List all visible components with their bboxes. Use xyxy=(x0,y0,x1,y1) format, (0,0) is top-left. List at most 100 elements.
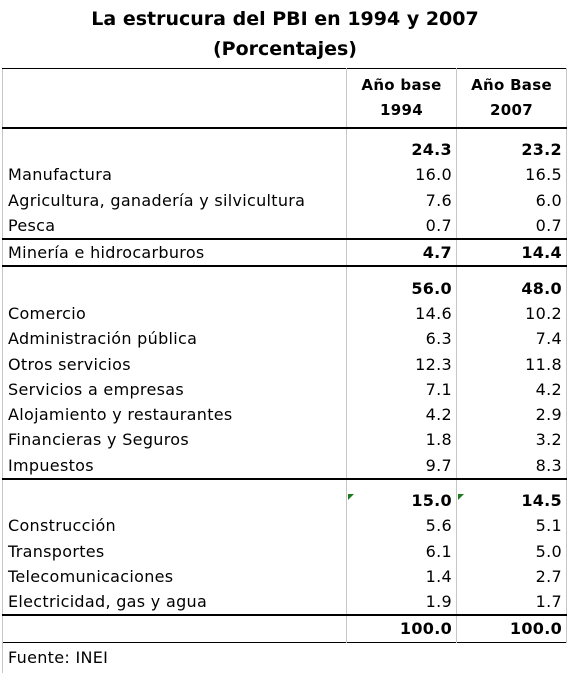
table-row: Alojamiento y restaurantes 4.2 2.9 xyxy=(2,401,567,428)
table-row: Electricidad, gas y agua 1.9 1.7 xyxy=(2,589,567,616)
header-1994-line2: 1994 xyxy=(380,101,423,119)
cell-comment-marker xyxy=(348,494,354,500)
source-row: Fuente: INEI xyxy=(2,641,567,673)
value-1994: 4.2 xyxy=(346,401,457,428)
value-2007: 7.4 xyxy=(456,326,567,352)
header-1994: Año base 1994 xyxy=(346,68,457,128)
section-label xyxy=(2,487,347,514)
table-row: Construcción 5.6 5.1 xyxy=(2,513,567,539)
table-row: Administración pública 6.3 7.4 xyxy=(2,326,567,352)
separator-cell xyxy=(346,127,457,137)
value-1994: 1.4 xyxy=(346,563,457,590)
value-1994: 4.7 xyxy=(346,238,457,267)
grand-total-1994: 100.0 xyxy=(346,614,457,643)
row-label: Transportes xyxy=(2,538,347,564)
table-row: Telecomunicaciones 1.4 2.7 xyxy=(2,563,567,590)
row-label: Comercio xyxy=(2,300,347,327)
section-total-row: 24.3 23.2 xyxy=(2,137,567,163)
value-1994: 0.7 xyxy=(346,212,457,240)
row-label: Servicios a empresas xyxy=(2,376,347,402)
separator-cell xyxy=(456,127,567,137)
table-row: Transportes 6.1 5.0 xyxy=(2,538,567,564)
row-label: Alojamiento y restaurantes xyxy=(2,401,347,428)
table-row: Otros servicios 12.3 11.8 xyxy=(2,351,567,377)
value-2007: 16.5 xyxy=(456,162,567,188)
value-2007: 1.7 xyxy=(456,589,567,616)
separator-cell xyxy=(456,265,567,276)
separator-cell xyxy=(456,477,567,488)
row-label: Electricidad, gas y agua xyxy=(2,589,347,616)
section-total-2007: 48.0 xyxy=(456,275,567,301)
separator-cell xyxy=(346,477,457,488)
value-2007: 3.2 xyxy=(456,427,567,453)
separator-cell xyxy=(2,265,347,276)
row-label: Pesca xyxy=(2,212,347,240)
header-label-cell xyxy=(2,68,347,128)
row-label: Agricultura, ganadería y silvicultura xyxy=(2,187,347,213)
row-label: Minería e hidrocarburos xyxy=(2,238,347,267)
table-row: Minería e hidrocarburos 4.7 14.4 xyxy=(2,238,567,267)
row-label: Impuestos xyxy=(2,452,347,479)
value-1994: 1.9 xyxy=(346,589,457,616)
table-row: Pesca 0.7 0.7 xyxy=(2,212,567,240)
section-total-1994: 15.0 xyxy=(346,487,457,514)
row-label: Manufactura xyxy=(2,162,347,188)
pbi-structure-table: Año base 1994 Año Base 2007 24.3 23.2 Manu… xyxy=(2,68,567,673)
row-label: Telecomunicaciones xyxy=(2,563,347,590)
row-label: Financieras y Seguros xyxy=(2,427,347,453)
value-1994: 5.6 xyxy=(346,513,457,539)
section-separator xyxy=(2,477,567,488)
section-total-1994: 56.0 xyxy=(346,275,457,301)
header-2007-line2: 2007 xyxy=(490,101,533,119)
section-separator xyxy=(2,127,567,137)
grand-total-2007: 100.0 xyxy=(456,614,567,643)
grand-total-row: 100.0 100.0 xyxy=(2,614,567,643)
value-1994: 12.3 xyxy=(346,351,457,377)
value-1994: 14.6 xyxy=(346,300,457,327)
header-2007: Año Base 2007 xyxy=(456,68,567,128)
grand-total-label xyxy=(2,614,347,643)
section-label xyxy=(2,137,347,163)
table-row: Servicios a empresas 7.1 4.2 xyxy=(2,376,567,402)
table-row: Impuestos 9.7 8.3 xyxy=(2,452,567,479)
value-2007: 5.0 xyxy=(456,538,567,564)
value-1994: 16.0 xyxy=(346,162,457,188)
section-total-2007: 14.5 xyxy=(456,487,567,514)
value-1994: 7.6 xyxy=(346,187,457,213)
value-2007: 6.0 xyxy=(456,187,567,213)
row-label: Administración pública xyxy=(2,326,347,352)
row-label: Otros servicios xyxy=(2,351,347,377)
separator-cell xyxy=(346,265,457,276)
value-2007: 4.2 xyxy=(456,376,567,402)
header-1994-line1: Año base xyxy=(361,76,442,94)
table-subtitle: (Porcentajes) xyxy=(212,38,357,60)
source-note: Fuente: INEI xyxy=(2,641,567,673)
value-2007: 2.9 xyxy=(456,401,567,428)
value-2007: 5.1 xyxy=(456,513,567,539)
separator-cell xyxy=(2,477,347,488)
separator-cell xyxy=(2,127,347,137)
table-row: Agricultura, ganadería y silvicultura 7.6… xyxy=(2,187,567,213)
section-total-row: 15.0 14.5 xyxy=(2,487,567,514)
section-label xyxy=(2,275,347,301)
value-2007: 2.7 xyxy=(456,563,567,590)
value-2007: 11.8 xyxy=(456,351,567,377)
value-1994: 6.3 xyxy=(346,326,457,352)
header-2007-line1: Año Base xyxy=(471,76,552,94)
value-1994: 6.1 xyxy=(346,538,457,564)
value-1994: 1.8 xyxy=(346,427,457,453)
section-total-row: 56.0 48.0 xyxy=(2,275,567,301)
table-row: Financieras y Seguros 1.8 3.2 xyxy=(2,427,567,453)
cell-comment-marker xyxy=(458,494,464,500)
section-total-2007: 23.2 xyxy=(456,137,567,163)
value-2007: 8.3 xyxy=(456,452,567,479)
row-label: Construcción xyxy=(2,513,347,539)
value-2007: 0.7 xyxy=(456,212,567,240)
table-title: La estrucura del PBI en 1994 y 2007 xyxy=(91,8,479,30)
value-2007: 10.2 xyxy=(456,300,567,327)
value-2007: 14.4 xyxy=(456,238,567,267)
table-row: Manufactura 16.0 16.5 xyxy=(2,162,567,188)
value-1994: 9.7 xyxy=(346,452,457,479)
section-total-1994: 24.3 xyxy=(346,137,457,163)
value-1994: 7.1 xyxy=(346,376,457,402)
